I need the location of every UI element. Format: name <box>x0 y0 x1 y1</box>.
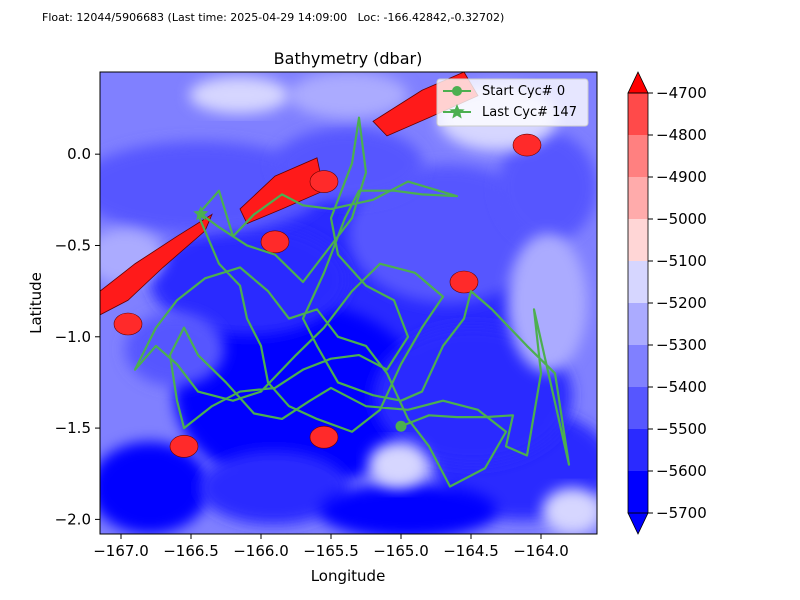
y-tick-label: −2.0 <box>55 510 91 528</box>
colorbar-tick-label: −5500 <box>656 420 707 438</box>
chart-title: Bathymetry (dbar) <box>274 49 423 68</box>
page-title: Float: 12044/5906683 (Last time: 2025-04… <box>42 11 505 24</box>
x-tick-label: −166.0 <box>233 542 289 560</box>
y-tick-label: −1.5 <box>55 419 91 437</box>
field-blob <box>542 487 597 534</box>
field-blob <box>507 233 588 373</box>
colorbar-extend-top <box>627 71 649 94</box>
colorbar-tick-label: −4800 <box>656 126 707 144</box>
x-tick-label: −165.0 <box>373 542 429 560</box>
colorbar-tick-label: −5300 <box>656 336 707 354</box>
colorbar-tick-label: −5100 <box>656 252 707 270</box>
field-peak <box>512 133 542 157</box>
float-track <box>133 116 571 488</box>
legend-start-marker <box>452 86 462 96</box>
x-axis: −167.0 −166.5 −166.0 −165.5 −165.0 −164.5 −164… <box>93 534 569 560</box>
field-blob <box>318 483 498 534</box>
field-blob <box>373 326 573 465</box>
colorbar-band <box>628 135 648 177</box>
bathymetry-contour-field <box>100 72 597 534</box>
y-tick-label: −1.0 <box>55 328 91 346</box>
x-axis-label: Longitude <box>311 567 386 585</box>
legend-start-label: Start Cyc# 0 <box>482 84 565 99</box>
field-peak <box>169 435 199 458</box>
colorbar-band <box>628 261 648 303</box>
field-blob <box>100 441 210 534</box>
colorbar-tick-label: −5700 <box>656 504 707 522</box>
y-axis-label: Latitude <box>27 272 45 334</box>
colorbar-band <box>628 303 648 345</box>
colorbar-band <box>628 387 648 429</box>
field-peak <box>309 170 339 193</box>
x-tick-label: −164.0 <box>513 542 569 560</box>
y-tick-label: 0.0 <box>67 145 91 163</box>
field-peak <box>309 425 339 449</box>
legend-end-marker <box>449 104 465 119</box>
colorbar-tick-label: −4900 <box>656 168 707 186</box>
colorbar-band <box>628 219 648 261</box>
field-peak <box>260 230 290 254</box>
field-blob <box>124 312 225 387</box>
x-tick-label: −167.0 <box>93 542 149 560</box>
x-tick-label: −164.5 <box>443 542 499 560</box>
legend-box <box>436 78 589 127</box>
field-peak <box>113 312 143 336</box>
colorbar-band <box>628 345 648 387</box>
field-blob <box>174 303 424 488</box>
track-line <box>133 116 571 488</box>
field-peak <box>449 270 479 294</box>
x-tick-label: −165.5 <box>303 542 359 560</box>
field-blob <box>288 72 409 119</box>
colorbar-band <box>628 93 648 135</box>
colorbar-band <box>628 177 648 219</box>
colorbar-band <box>628 471 648 513</box>
track-start-marker <box>395 420 407 432</box>
field-blob <box>368 441 429 488</box>
plot-frame <box>99 71 598 535</box>
colorbar-tick-label: −5000 <box>656 210 707 228</box>
x-tick-label: −166.5 <box>163 542 219 560</box>
legend-end-label: Last Cyc# 147 <box>482 105 577 120</box>
field-blob <box>199 450 349 525</box>
colorbar: −5700 −5600 −5500 −5400 −5300 −5200 −5100 −5000… <box>627 71 707 535</box>
colorbar-tick-label: −4700 <box>656 84 707 102</box>
colorbar-tick-label: −5600 <box>656 462 707 480</box>
legend: Start Cyc# 0 Last Cyc# 147 <box>436 78 589 127</box>
colorbar-tick-label: −5400 <box>656 378 707 396</box>
field-blob <box>497 132 597 243</box>
colorbar-tick-label: −5200 <box>656 294 707 312</box>
track-end-marker <box>193 205 209 221</box>
field-blob <box>149 224 349 336</box>
y-axis: 0.0 −0.5 −1.0 −1.5 −2.0 <box>55 145 100 528</box>
colorbar-extend-bottom <box>627 512 649 535</box>
field-blob <box>189 76 289 114</box>
colorbar-band <box>628 429 648 471</box>
y-tick-label: −0.5 <box>55 236 91 254</box>
